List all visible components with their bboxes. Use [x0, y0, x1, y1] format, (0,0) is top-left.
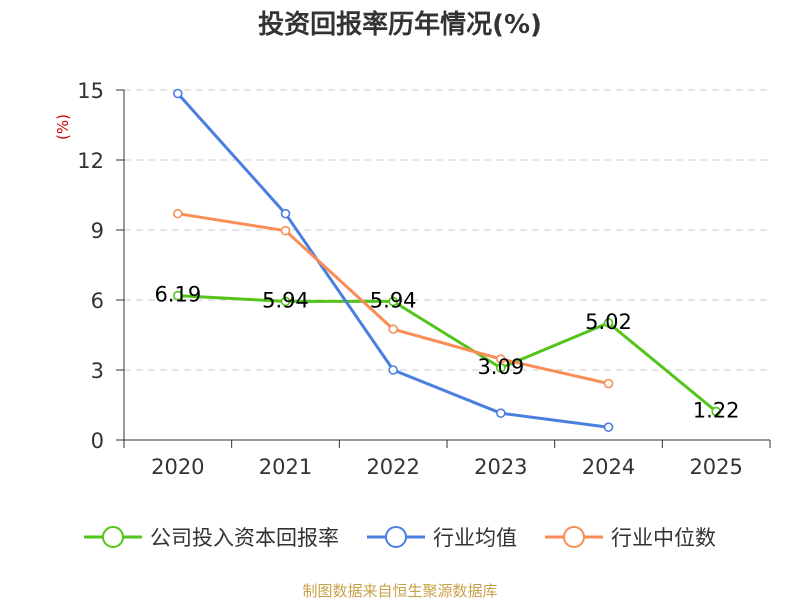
series-lines — [173, 88, 721, 432]
y-tick-label: 12 — [77, 149, 104, 173]
data-point[interactable] — [496, 354, 506, 364]
legend-swatch-marker — [563, 526, 585, 548]
legend-item-0[interactable]: 公司投入资本回报率 — [84, 526, 339, 550]
legend-swatch-marker — [102, 526, 124, 548]
data-label: 3.09 — [477, 355, 524, 379]
y-tick-label: 6 — [91, 289, 104, 313]
source-note: 制图数据来自恒生聚源数据库 — [302, 582, 497, 600]
data-label: 5.94 — [262, 288, 309, 312]
data-point[interactable] — [388, 324, 398, 334]
data-point[interactable] — [711, 406, 721, 417]
data-label: 5.94 — [370, 288, 417, 312]
x-tick-label: 2021 — [259, 455, 312, 479]
series-line-0 — [177, 294, 718, 413]
data-label: 5.02 — [585, 310, 632, 334]
grid-lines — [124, 89, 770, 371]
data-point[interactable] — [496, 363, 506, 373]
y-axis-unit-label: (%) — [54, 114, 72, 140]
x-tick-label: 2023 — [474, 455, 527, 479]
y-tick-label: 0 — [91, 429, 104, 453]
data-point[interactable] — [496, 408, 506, 418]
data-label: 6.19 — [154, 283, 201, 307]
data-point[interactable] — [603, 378, 614, 389]
y-tick-label: 3 — [91, 359, 104, 383]
data-point[interactable] — [388, 296, 398, 307]
y-tick-label: 15 — [77, 79, 104, 103]
legend-swatch-marker — [385, 526, 407, 548]
data-point[interactable] — [173, 88, 183, 99]
data-point[interactable] — [388, 365, 398, 375]
legend-item-2[interactable]: 行业中位数 — [545, 526, 716, 550]
chart-title: 投资回报率历年情况(%) — [258, 9, 542, 40]
data-label: 1.22 — [693, 399, 740, 423]
legend-label: 公司投入资本回报率 — [150, 526, 339, 550]
data-labels: 6.19 5.94 5.94 3.09 5.02 1.22 — [154, 283, 739, 423]
legend-item-1[interactable]: 行业均值 — [367, 526, 517, 550]
data-point[interactable] — [280, 296, 291, 307]
data-point[interactable] — [603, 318, 614, 328]
series-line-1 — [176, 92, 609, 429]
y-tick-label: 9 — [91, 219, 104, 243]
x-tick-label: 2020 — [151, 455, 204, 479]
legend-label: 行业均值 — [433, 526, 517, 550]
legend-label: 行业中位数 — [611, 526, 716, 550]
data-point[interactable] — [603, 422, 614, 432]
x-tick-label: 2022 — [366, 455, 419, 479]
data-point[interactable] — [280, 208, 291, 219]
axes: 0 3 6 9 12 15 2020 2021 2022 2023 2024 2025 — [77, 79, 771, 479]
legend[interactable]: 公司投入资本回报率 行业均值 行业中位数 — [84, 526, 716, 550]
data-point[interactable] — [173, 290, 183, 301]
data-point[interactable] — [280, 225, 291, 236]
x-tick-label: 2025 — [689, 455, 742, 479]
x-tick-label: 2024 — [582, 455, 635, 479]
data-point[interactable] — [173, 208, 183, 219]
